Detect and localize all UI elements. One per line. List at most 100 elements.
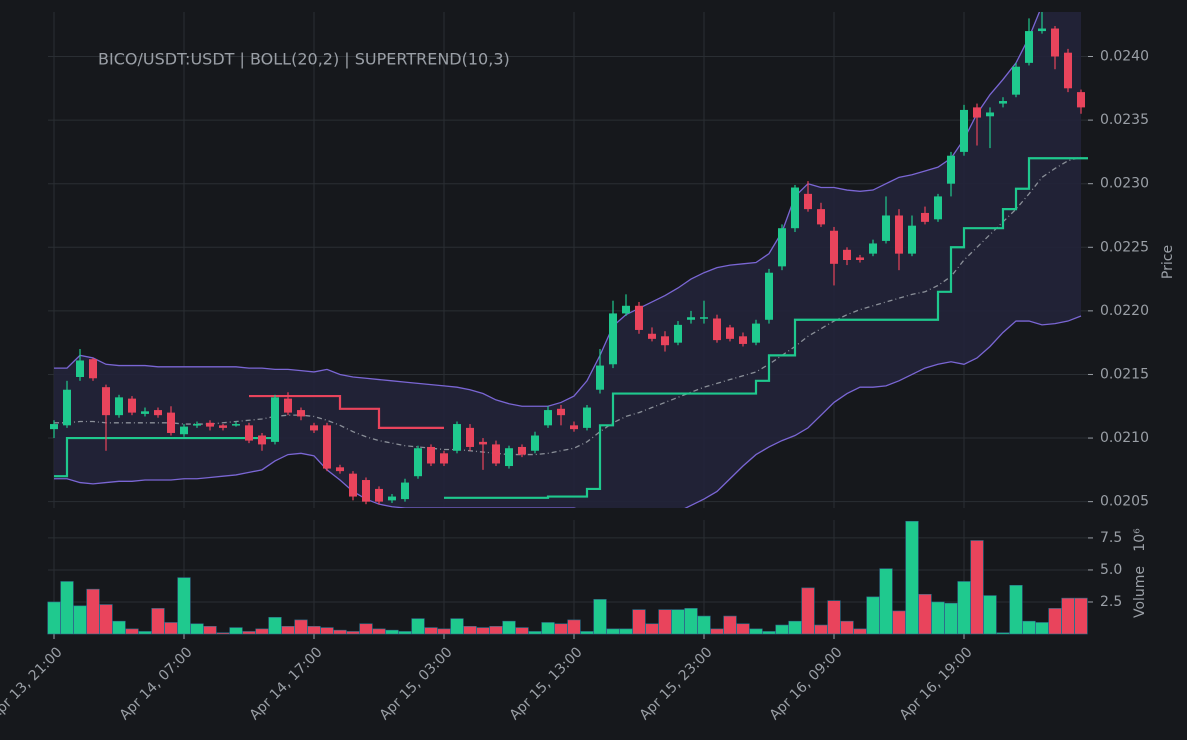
volume-bar xyxy=(216,632,230,635)
volume-bar xyxy=(268,617,282,635)
volume-bar xyxy=(775,624,789,635)
volume-bar xyxy=(255,628,269,635)
volume-axis-label: Volume xyxy=(1132,566,1148,618)
candle-body xyxy=(726,327,734,339)
candle-body xyxy=(804,193,812,210)
volume-bar xyxy=(749,628,763,635)
candle-body xyxy=(791,187,799,229)
candle-body xyxy=(375,488,383,502)
bollinger-line xyxy=(54,12,1041,407)
candle-body xyxy=(921,212,929,222)
volume-bar xyxy=(944,602,958,635)
y-tick-label: 0.0205 xyxy=(1100,494,1149,510)
candle-body xyxy=(869,243,877,254)
y-axis-label: Price xyxy=(1160,245,1176,279)
volume-bar xyxy=(190,623,204,635)
candle-body xyxy=(908,225,916,254)
volume-bar xyxy=(827,600,841,635)
candle-body xyxy=(206,422,214,427)
volume-bar xyxy=(970,540,984,635)
y-tick-label: 0.0235 xyxy=(1100,112,1149,128)
volume-bar xyxy=(203,626,217,635)
candle-body xyxy=(778,228,786,267)
candle-body xyxy=(830,230,838,264)
volume-bar xyxy=(801,587,815,635)
y-tick-label: 5.0 xyxy=(1100,562,1122,578)
candle-body xyxy=(102,387,110,416)
supertrend-line xyxy=(249,394,444,429)
candle-body xyxy=(882,215,890,241)
y-tick-label: 2.5 xyxy=(1100,594,1122,610)
candle-body xyxy=(700,317,708,319)
volume-bar xyxy=(632,609,646,635)
candle-body xyxy=(986,112,994,117)
volume-bar xyxy=(918,593,932,635)
candle-body xyxy=(427,446,435,464)
candle-body xyxy=(1038,28,1046,32)
candle-body xyxy=(193,424,201,426)
volume-bar xyxy=(307,626,321,635)
volume-bar xyxy=(463,626,477,635)
volume-bar xyxy=(112,620,126,635)
candle-body xyxy=(544,410,552,426)
volume-bar xyxy=(645,623,659,635)
candle-body xyxy=(1064,52,1072,89)
candle-body xyxy=(999,101,1007,104)
volume-bar xyxy=(879,568,893,635)
volume-bar xyxy=(736,623,750,635)
volume-bar xyxy=(1074,597,1088,635)
volume-bar xyxy=(567,619,581,635)
candle-body xyxy=(271,397,279,442)
candle-body xyxy=(154,410,162,416)
candle-body xyxy=(414,448,422,477)
candle-body xyxy=(258,435,266,445)
volume-bar xyxy=(866,596,880,635)
candle-body xyxy=(1025,31,1033,63)
candle-body xyxy=(713,318,721,341)
volume-bar xyxy=(502,620,516,635)
candle-body xyxy=(609,313,617,365)
volume-bar xyxy=(684,608,698,635)
volume-bar xyxy=(138,631,152,635)
volume-bar xyxy=(541,622,555,635)
candle-body xyxy=(934,196,942,220)
candle-body xyxy=(648,333,656,339)
volume-bar xyxy=(957,581,971,635)
volume-bar xyxy=(762,631,776,635)
volume-bar xyxy=(671,609,685,635)
volume-bar xyxy=(437,628,451,635)
volume-bar xyxy=(554,623,568,635)
volume-bar xyxy=(359,623,373,635)
volume-bar xyxy=(281,626,295,635)
candle-body xyxy=(141,411,149,414)
y-tick-label: 0.0225 xyxy=(1100,239,1149,255)
volume-bar xyxy=(528,631,542,635)
volume-panel xyxy=(47,520,1088,635)
candle-body xyxy=(492,444,500,464)
candle-body xyxy=(297,410,305,417)
volume-bar xyxy=(515,627,529,635)
candle-body xyxy=(63,389,71,426)
volume-offset-label: 10⁶ xyxy=(1132,528,1148,552)
volume-bar xyxy=(1009,585,1023,635)
candle-body xyxy=(232,424,240,426)
candle-body xyxy=(180,426,188,435)
y-tick-label: 0.0240 xyxy=(1100,49,1149,65)
candle-body xyxy=(739,336,747,344)
candle-body xyxy=(960,109,968,152)
volume-bar xyxy=(983,595,997,635)
candle-body xyxy=(479,441,487,445)
volume-bar xyxy=(294,619,308,635)
volume-bar xyxy=(151,608,165,635)
bollinger-line xyxy=(54,315,1082,508)
candle-body xyxy=(583,407,591,428)
candle-body xyxy=(349,473,357,497)
candle-body xyxy=(219,425,227,428)
candle-body xyxy=(440,453,448,464)
candle-body xyxy=(89,359,97,379)
candle-body xyxy=(388,496,396,501)
candle-body xyxy=(765,272,773,320)
candle-body xyxy=(687,317,695,320)
